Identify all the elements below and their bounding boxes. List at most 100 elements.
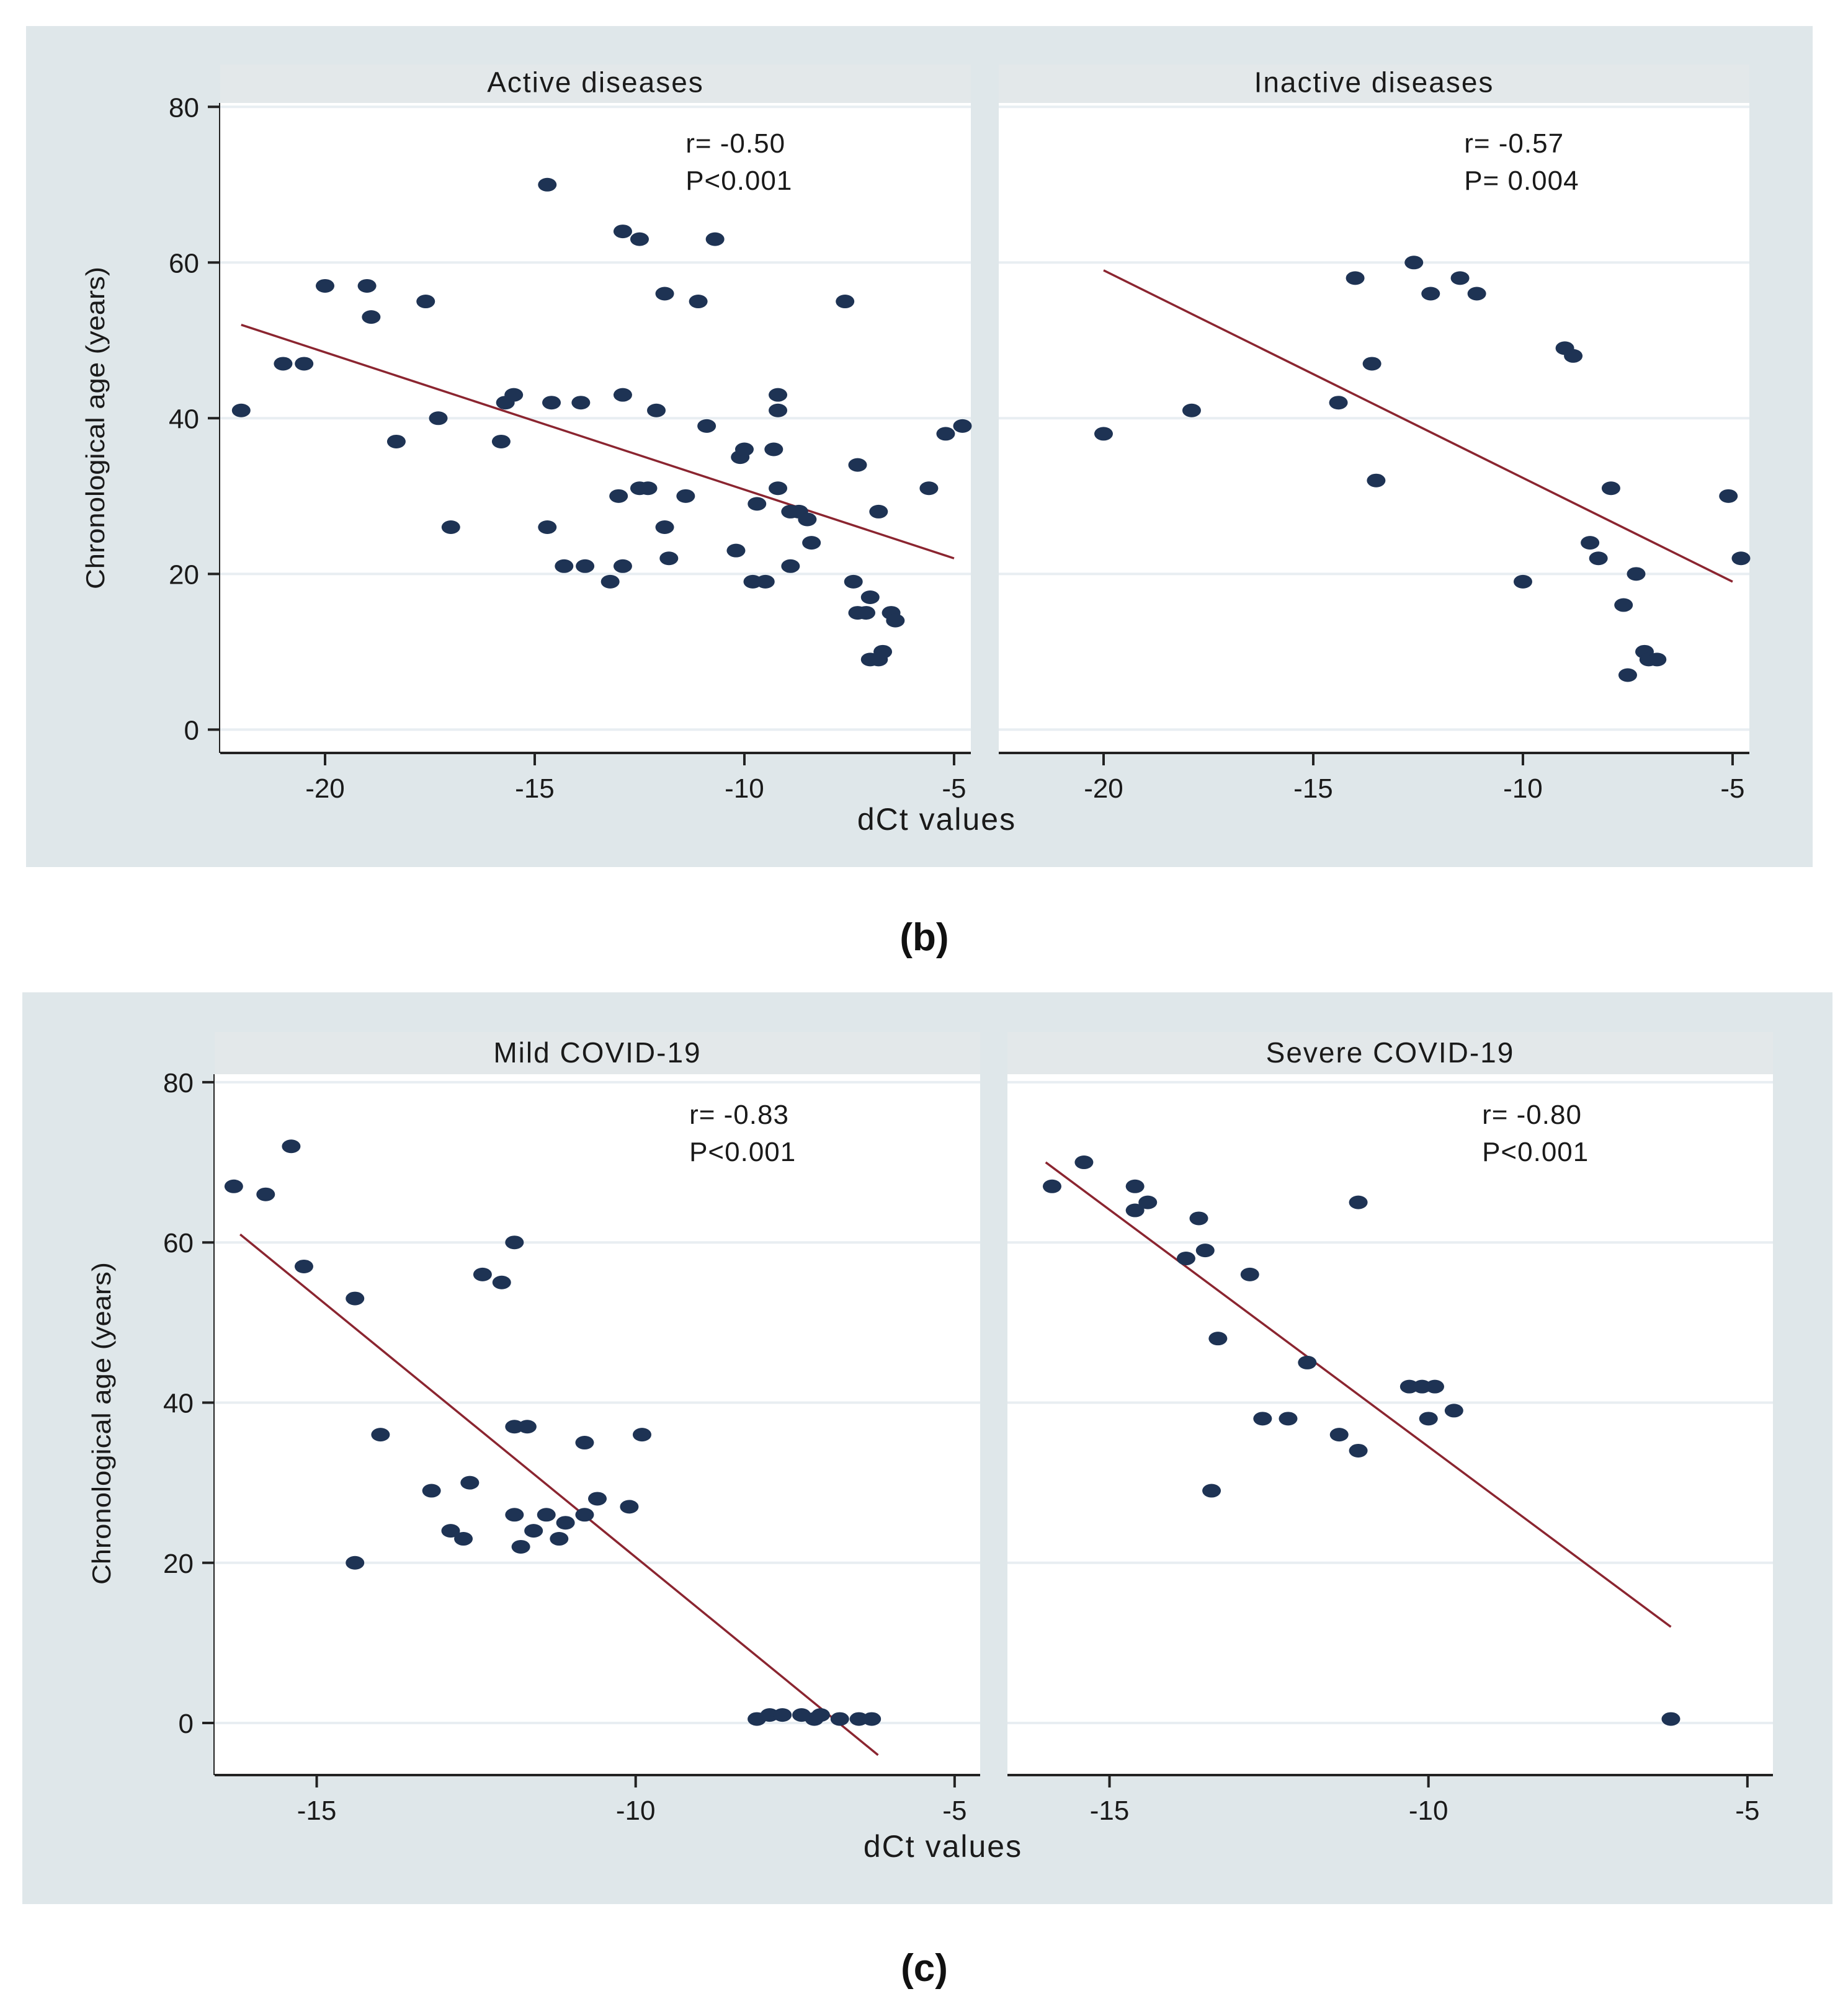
x-tick-label: -10: [616, 1796, 656, 1826]
x-tick-label: -5: [1735, 1796, 1759, 1826]
plot-area: [999, 103, 1749, 753]
data-point: [632, 1428, 651, 1442]
data-point: [1589, 551, 1608, 566]
y-tick-label: 80: [163, 1068, 194, 1098]
data-point: [555, 559, 574, 573]
y-axis-label: Chronological age (years): [87, 1262, 116, 1585]
panel-strip: [999, 65, 1749, 103]
data-point: [748, 497, 767, 511]
data-point: [860, 590, 880, 604]
x-tick-label: -15: [297, 1796, 337, 1826]
data-point: [811, 1708, 830, 1722]
x-tick-label: -15: [515, 773, 555, 804]
data-point: [422, 1484, 441, 1498]
x-tick-label: -5: [942, 1796, 966, 1826]
data-point: [849, 1712, 868, 1726]
data-point: [659, 551, 679, 566]
x-tick-label: -10: [1409, 1796, 1448, 1826]
data-point: [575, 1508, 594, 1522]
data-point: [315, 278, 334, 293]
x-tick-label: -20: [1084, 773, 1123, 804]
panel-title: Severe COVID-19: [1266, 1036, 1515, 1069]
data-point: [1329, 1428, 1349, 1442]
x-tick-label: -15: [1293, 773, 1333, 804]
x-tick-label: -10: [725, 773, 764, 804]
data-point: [802, 536, 821, 550]
x-tick-label: -20: [305, 773, 345, 804]
data-point: [441, 1524, 460, 1538]
data-point: [1648, 652, 1667, 667]
data-point: [689, 295, 708, 309]
panel-severe-covid-19: Severe COVID-19 -15 -10 -5 r= -0.80 P<0.001: [1007, 1032, 1773, 1826]
data-point: [781, 559, 800, 573]
data-point: [1661, 1712, 1681, 1726]
y-tick-label: 80: [169, 92, 199, 123]
data-point: [1189, 1211, 1208, 1226]
data-point: [346, 1556, 365, 1570]
data-point: [1399, 1379, 1419, 1394]
data-point: [769, 388, 788, 402]
data-point: [1362, 357, 1382, 371]
data-point: [1094, 427, 1113, 441]
data-point: [1329, 396, 1348, 410]
data-point: [1413, 1379, 1432, 1394]
data-point: [1601, 481, 1620, 496]
stat-r: r= -0.57: [1464, 128, 1564, 159]
plot-area: [220, 103, 971, 753]
data-point: [1404, 256, 1424, 270]
caption-c: (c): [901, 1947, 948, 1990]
data-point: [511, 1539, 530, 1554]
caption-b: (b): [899, 916, 949, 959]
data-point: [505, 1508, 524, 1522]
data-point: [1467, 287, 1486, 301]
stat-r: r= -0.80: [1482, 1100, 1582, 1130]
data-point: [1182, 403, 1201, 417]
data-point: [575, 1436, 594, 1450]
x-tick-label: -5: [1720, 773, 1744, 804]
data-point: [362, 310, 381, 324]
data-point: [705, 232, 725, 246]
data-point: [609, 489, 628, 503]
data-point: [1176, 1252, 1195, 1266]
panel-title: Inactive diseases: [1254, 66, 1494, 99]
stat-r: r= -0.50: [685, 128, 785, 159]
data-point: [542, 396, 561, 410]
data-point: [1074, 1155, 1094, 1170]
data-point: [473, 1267, 492, 1281]
data-point: [844, 574, 863, 589]
data-point: [1298, 1355, 1317, 1369]
data-point: [1581, 536, 1600, 550]
data-point: [734, 442, 754, 456]
data-point: [357, 278, 377, 293]
y-tick-label: 60: [163, 1228, 194, 1258]
y-tick-label: 40: [163, 1388, 194, 1418]
data-point: [231, 403, 251, 417]
data-point: [836, 295, 855, 309]
data-point: [1614, 598, 1633, 612]
x-axis-label: dCt values: [864, 1829, 1022, 1864]
data-point: [600, 574, 620, 589]
panel-mild-covid-19: Mild COVID-19 -15 -10 -5 r= -0.83 P<0.001: [215, 1032, 980, 1826]
chart-figure-c: 0 20 40 60 80 Chronological age (years) dCt va…: [22, 992, 1832, 1904]
x-tick-label: -15: [1090, 1796, 1130, 1826]
data-point: [588, 1492, 607, 1506]
data-point: [371, 1428, 390, 1442]
data-point: [1253, 1412, 1272, 1426]
data-point: [919, 481, 939, 496]
data-point: [613, 559, 632, 573]
fit-line: [1045, 1161, 1672, 1628]
data-point: [504, 388, 524, 402]
data-point: [936, 427, 955, 441]
data-point: [1564, 349, 1583, 363]
data-point: [857, 606, 876, 620]
data-point: [862, 1712, 882, 1726]
data-point: [1719, 489, 1738, 503]
data-point: [524, 1524, 543, 1538]
y-axis-label: Chronological age (years): [81, 267, 110, 589]
data-point: [697, 419, 716, 433]
panel-strip: [220, 65, 971, 103]
data-point: [537, 1508, 556, 1522]
data-point: [556, 1516, 575, 1530]
data-point: [769, 481, 788, 496]
data-point: [294, 1259, 313, 1273]
